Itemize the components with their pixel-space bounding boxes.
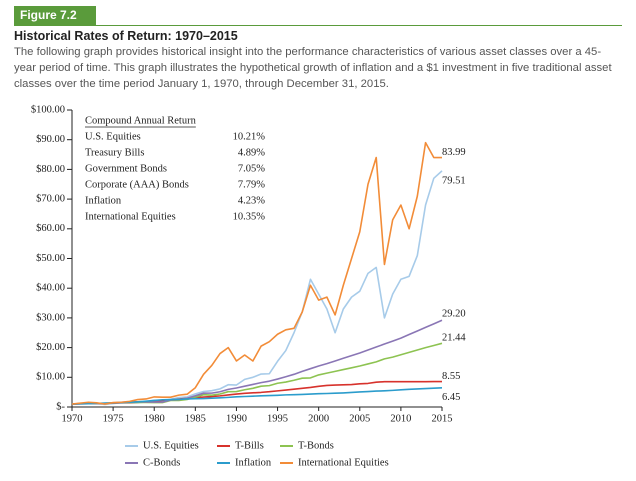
table-name: U.S. Equities [85, 131, 141, 142]
x-tick-label: 2000 [308, 413, 329, 424]
y-tick-label: $100.00 [31, 104, 65, 115]
end-label: 79.51 [442, 175, 466, 186]
x-tick-label: 2015 [432, 413, 453, 424]
legend-label: International Equities [298, 457, 389, 468]
x-tick-label: 1990 [226, 413, 247, 424]
header-rule [14, 25, 622, 26]
table-value: 4.89% [238, 147, 265, 158]
x-tick-label: 1975 [103, 413, 124, 424]
x-tick-label: 1970 [62, 413, 83, 424]
table-value: 4.23% [238, 195, 265, 206]
end-label: 6.45 [442, 392, 460, 403]
y-tick-label: $60.00 [36, 223, 65, 234]
y-tick-label: $70.00 [36, 194, 65, 205]
table-name: Corporate (AAA) Bonds [85, 179, 189, 190]
y-tick-label: $40.00 [36, 283, 65, 294]
table-name: Inflation [85, 195, 122, 206]
y-tick-label: $90.00 [36, 134, 65, 145]
y-tick-label: $80.00 [36, 164, 65, 175]
legend-label: T-Bonds [298, 440, 334, 451]
figure-label: Figure 7.2 [14, 6, 96, 25]
y-tick-label: $50.00 [36, 253, 65, 264]
series-line [71, 141, 443, 405]
legend-label: U.S. Equities [143, 440, 199, 451]
x-tick-label: 1995 [267, 413, 288, 424]
series-line [71, 380, 442, 405]
end-label: 29.20 [442, 309, 466, 320]
x-tick-label: 1985 [185, 413, 206, 424]
chart-title: Historical Rates of Return: 1970–2015 [14, 29, 238, 43]
legend-label: C-Bonds [143, 457, 180, 468]
legend-label: T-Bills [235, 440, 264, 451]
x-tick-label: 1980 [144, 413, 165, 424]
y-tick-label: $- [56, 401, 65, 412]
y-tick-label: $30.00 [36, 312, 65, 323]
table-header: Compound Annual Return [85, 115, 197, 126]
x-tick-label: 2005 [349, 413, 370, 424]
legend-label: Inflation [235, 457, 272, 468]
x-tick-label: 2010 [390, 413, 411, 424]
end-label: 83.99 [442, 147, 466, 158]
table-value: 10.21% [233, 131, 266, 142]
y-tick-label: $10.00 [36, 372, 65, 383]
y-tick-label: $20.00 [36, 342, 65, 353]
end-label: 21.44 [442, 333, 466, 344]
table-name: Treasury Bills [85, 147, 144, 158]
series-line [71, 387, 443, 405]
table-value: 7.79% [238, 179, 265, 190]
end-label: 8.55 [442, 371, 460, 382]
table-name: International Equities [85, 211, 176, 222]
table-value: 7.05% [238, 163, 265, 174]
chart-subtitle: The following graph provides historical … [14, 46, 612, 90]
table-value: 10.35% [233, 211, 266, 222]
table-name: Government Bonds [85, 163, 167, 174]
